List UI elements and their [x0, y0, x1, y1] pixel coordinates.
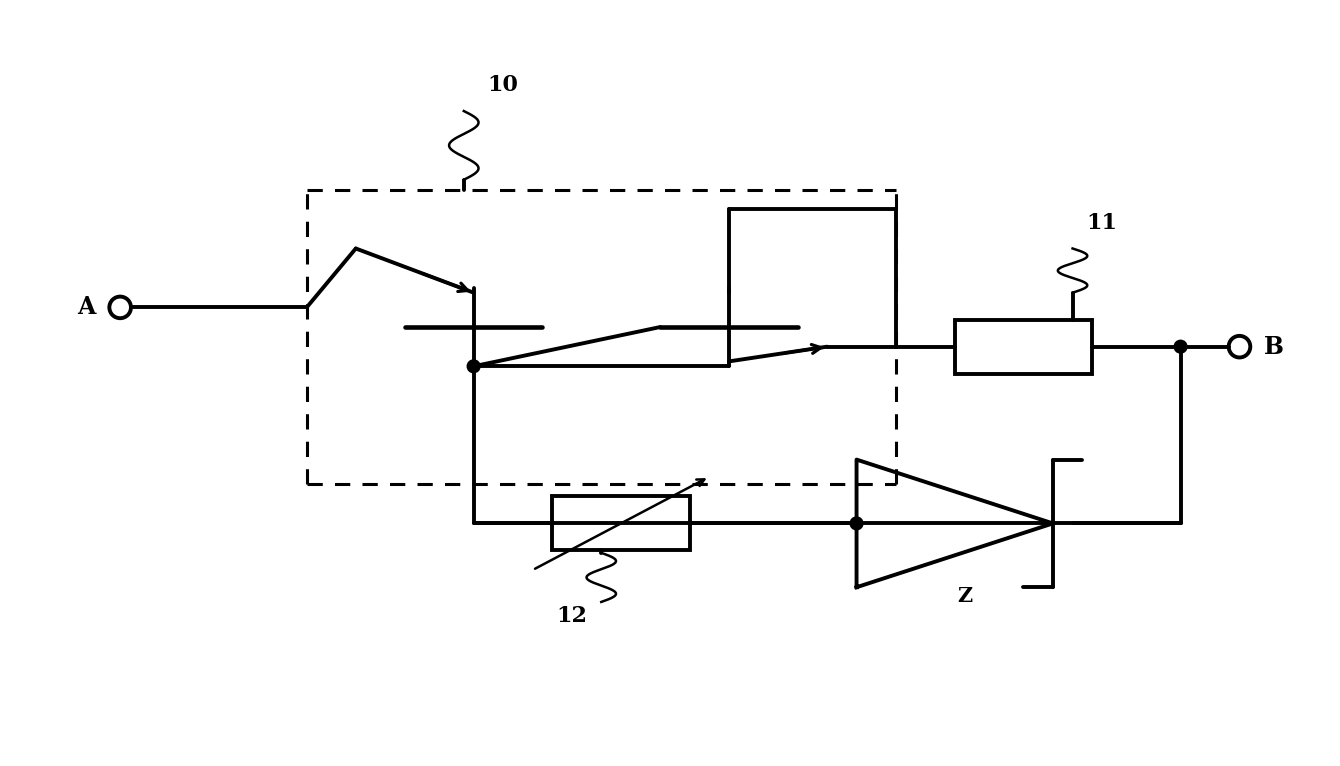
Bar — [552, 496, 690, 551]
Text: 12: 12 — [556, 604, 587, 627]
Text: A: A — [78, 296, 95, 319]
Text: Z: Z — [957, 586, 972, 606]
Circle shape — [468, 360, 480, 373]
Bar — [954, 319, 1092, 374]
Circle shape — [850, 517, 863, 530]
Text: B: B — [1264, 335, 1284, 358]
Text: 10: 10 — [488, 74, 519, 97]
Text: 11: 11 — [1087, 212, 1118, 234]
Circle shape — [1174, 340, 1187, 353]
